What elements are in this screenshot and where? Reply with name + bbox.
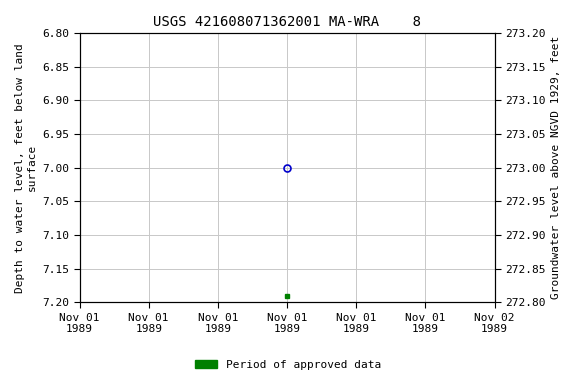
Title: USGS 421608071362001 MA-WRA    8: USGS 421608071362001 MA-WRA 8 (153, 15, 421, 29)
Y-axis label: Groundwater level above NGVD 1929, feet: Groundwater level above NGVD 1929, feet (551, 36, 561, 299)
Legend: Period of approved data: Period of approved data (191, 356, 385, 375)
Y-axis label: Depth to water level, feet below land
surface: Depth to water level, feet below land su… (15, 43, 37, 293)
